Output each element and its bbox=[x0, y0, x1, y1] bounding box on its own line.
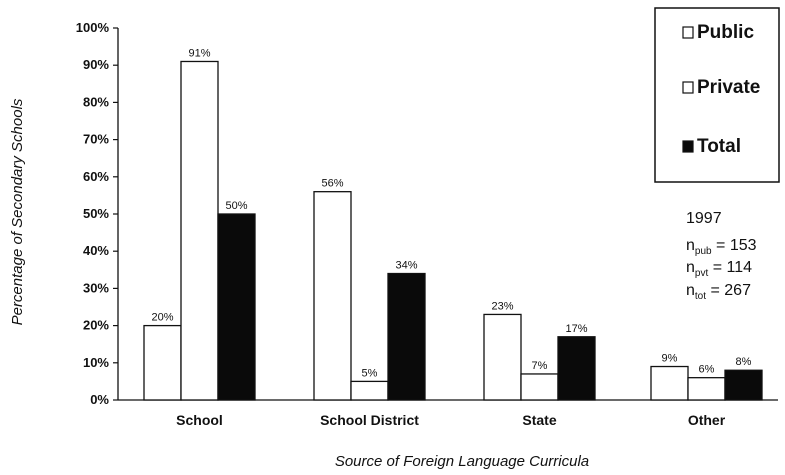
category-labels: School School District State Other bbox=[176, 412, 726, 428]
y-tick-label: 20% bbox=[83, 318, 109, 333]
y-tick-label: 40% bbox=[83, 243, 109, 258]
bar-public-school-district bbox=[313, 191, 352, 401]
x-tick-label: School bbox=[176, 412, 223, 428]
y-tick-label: 80% bbox=[83, 94, 109, 109]
data-label: 9% bbox=[662, 353, 678, 365]
legend-box bbox=[654, 7, 780, 183]
x-tick-label: State bbox=[522, 412, 556, 428]
y-tick-label: 10% bbox=[83, 355, 109, 370]
note-line: npvt = 114 bbox=[686, 259, 752, 279]
y-tick-label: 60% bbox=[83, 169, 109, 184]
y-axis-title: Percentage of Secondary Schools bbox=[9, 98, 26, 325]
data-label: 23% bbox=[491, 300, 513, 312]
legend-label-public: Public bbox=[697, 22, 754, 43]
bar-public-state bbox=[483, 313, 522, 401]
data-label: 50% bbox=[225, 200, 247, 212]
y-tick-label: 70% bbox=[83, 132, 109, 147]
bar-public-school bbox=[143, 324, 182, 401]
note-year: 1997 bbox=[686, 210, 722, 227]
bar-private-school bbox=[180, 60, 219, 401]
data-labels: 20% 91% 50% 56% 5% 34% 23% 7% 17% 9% 6% 8% bbox=[151, 47, 751, 379]
bar-total-state bbox=[557, 336, 596, 401]
bars bbox=[143, 60, 763, 401]
data-label: 8% bbox=[736, 356, 752, 368]
bar-total-school bbox=[217, 213, 256, 401]
bar-private-other bbox=[687, 377, 726, 401]
data-label: 91% bbox=[188, 47, 210, 59]
data-label: 56% bbox=[321, 178, 343, 190]
legend-swatch-public bbox=[682, 26, 694, 39]
legend: Public Private Total bbox=[654, 7, 780, 183]
bar-public-other bbox=[650, 365, 689, 401]
y-axis-ticks: 0% 10% 20% 30% 40% 50% 60% 70% 80% 90% 100% bbox=[76, 20, 118, 407]
data-label: 7% bbox=[532, 360, 548, 372]
bar-private-school-district bbox=[350, 380, 389, 401]
note-line: ntot = 267 bbox=[686, 282, 751, 302]
data-label: 20% bbox=[151, 312, 173, 324]
note-line: npub = 153 bbox=[686, 237, 757, 257]
legend-label-total: Total bbox=[697, 136, 741, 157]
legend-swatch-private bbox=[682, 81, 694, 94]
x-axis-title: Source of Foreign Language Curricula bbox=[335, 453, 589, 470]
data-label: 17% bbox=[565, 323, 587, 335]
legend-label-private: Private bbox=[697, 77, 760, 98]
legend-swatch-total bbox=[682, 140, 694, 153]
y-tick-label: 30% bbox=[83, 280, 109, 295]
data-label: 6% bbox=[699, 364, 715, 376]
bar-total-other bbox=[724, 369, 763, 401]
y-tick-label: 100% bbox=[76, 20, 110, 35]
x-tick-label: Other bbox=[688, 412, 726, 428]
y-tick-label: 0% bbox=[90, 392, 109, 407]
data-label: 5% bbox=[362, 367, 378, 379]
y-tick-label: 50% bbox=[83, 206, 109, 221]
y-tick-label: 90% bbox=[83, 57, 109, 72]
bar-total-school-district bbox=[387, 272, 426, 401]
bar-private-state bbox=[520, 373, 559, 401]
x-tick-label: School District bbox=[320, 412, 419, 428]
data-label: 34% bbox=[395, 260, 417, 272]
